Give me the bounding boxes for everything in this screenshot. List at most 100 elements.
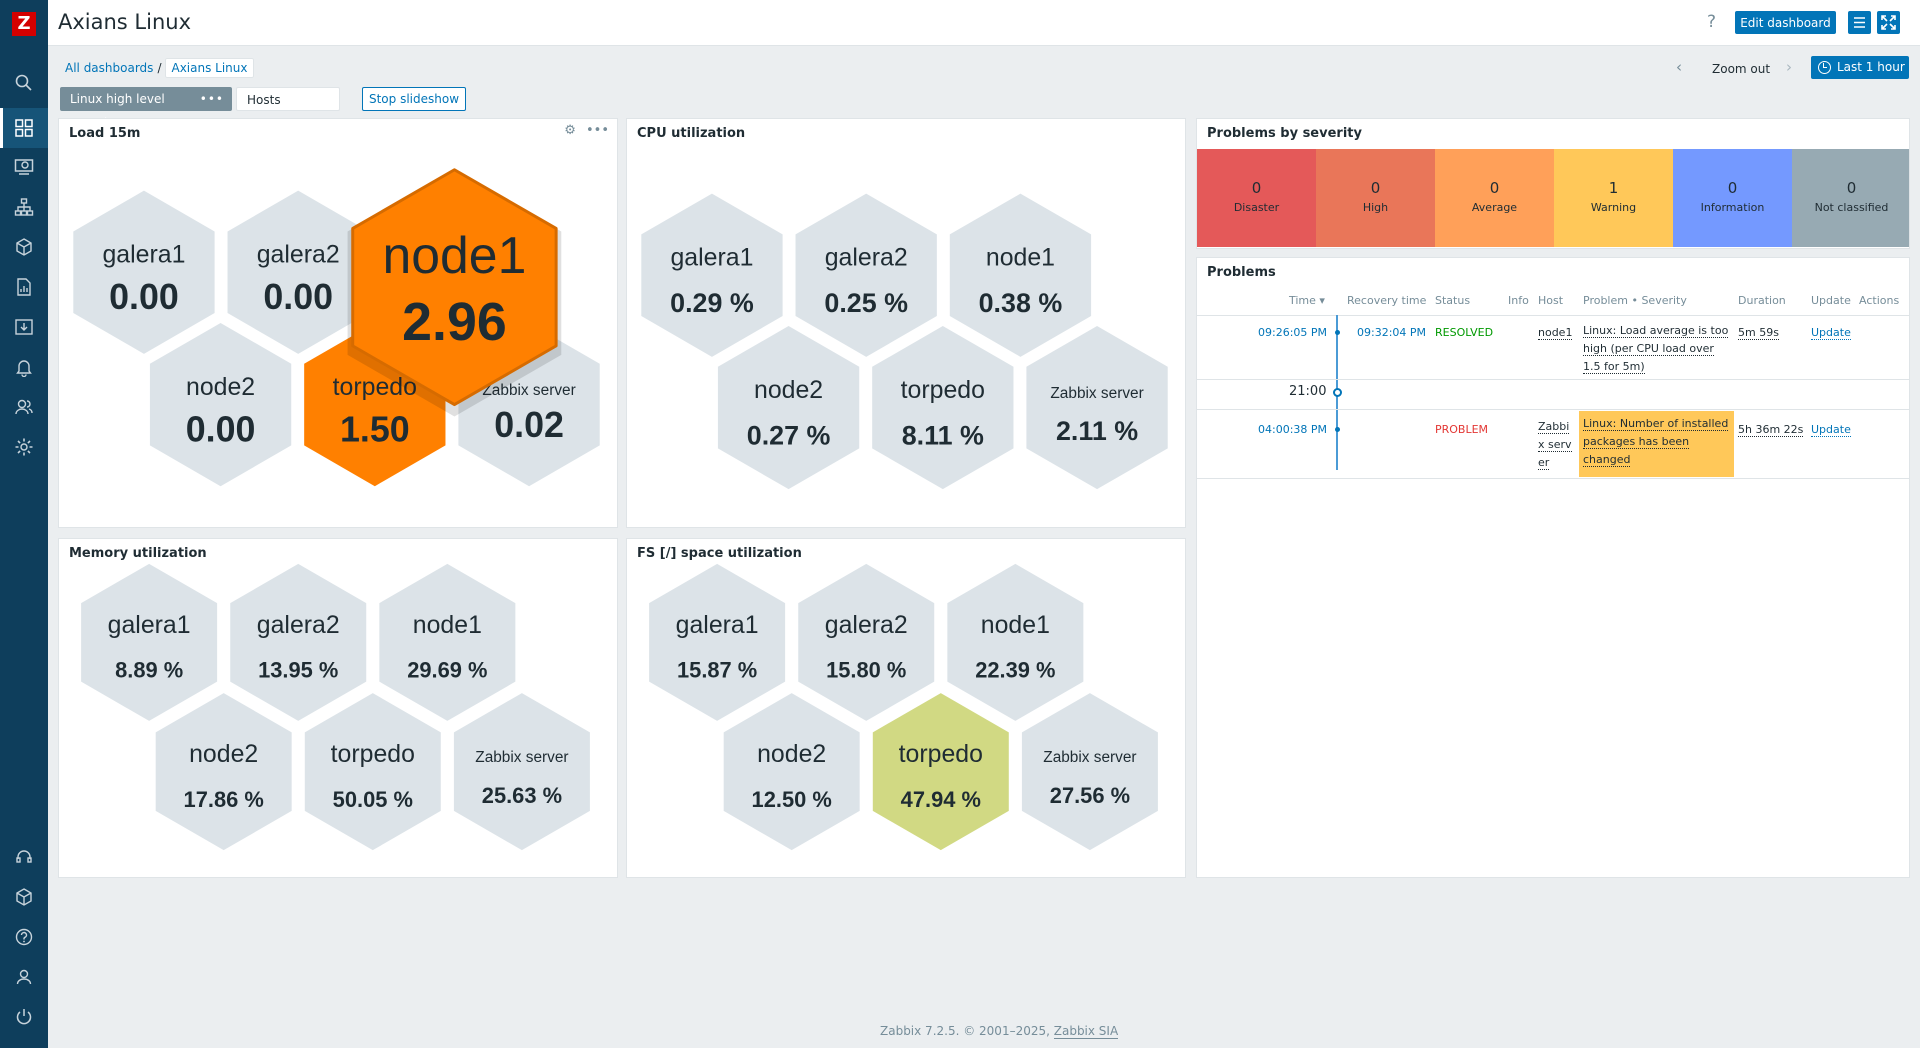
sidebar: Z: [0, 0, 48, 1048]
hex-cell-node2[interactable]: node2 12.50 %: [723, 693, 860, 851]
time-next-icon[interactable]: ›: [1786, 58, 1792, 76]
hex-cell-torpedo[interactable]: torpedo 50.05 %: [304, 693, 441, 851]
widget-fs: galera1 15.87 % galera2 15.80 % node1 22.39 %…: [626, 538, 1186, 878]
hex-shape: [947, 563, 1084, 721]
severity-label: Disaster: [1233, 201, 1280, 214]
dashboard-icon[interactable]: [14, 118, 34, 138]
footer-company-link[interactable]: Zabbix SIA: [1053, 1024, 1119, 1039]
hex-shape: [723, 693, 860, 851]
hex-cell-galera2[interactable]: galera2 0.25 %: [795, 193, 937, 357]
hex-cell-galera2[interactable]: galera2 15.80 %: [798, 563, 935, 721]
users-icon[interactable]: [14, 397, 34, 417]
hex-host-label: galera2: [825, 243, 908, 271]
hex-shape: [872, 325, 1014, 490]
problem-description-warning[interactable]: Linux: Number of installed packages has …: [1579, 411, 1734, 477]
hex-cell-node2[interactable]: node2 0.27 %: [717, 325, 860, 490]
data-collection-icon[interactable]: [14, 317, 34, 337]
search-icon[interactable]: [14, 73, 34, 93]
support-icon[interactable]: [14, 847, 34, 867]
hex-cell-zabbix-server[interactable]: Zabbix server 27.56 %: [1021, 693, 1158, 851]
problem-text: Linux: Number of installed packages has …: [1583, 417, 1729, 467]
help-icon[interactable]: [14, 927, 34, 947]
hex-host-label: node2: [186, 373, 255, 401]
breadcrumb-all-dashboards[interactable]: All dashboards: [65, 61, 154, 75]
fullscreen-button[interactable]: [1877, 11, 1900, 34]
tab-linux-high-level[interactable]: Linux high level overview •••: [60, 87, 232, 130]
problem-host[interactable]: Zabbix server: [1538, 418, 1572, 472]
col-time[interactable]: Time ▾: [1289, 294, 1325, 307]
severity-count: 0: [1370, 179, 1381, 197]
tab-menu-icon[interactable]: •••: [199, 92, 224, 106]
footer-text: Zabbix 7.2.5. © 2001–2025,: [880, 1024, 1054, 1038]
zabbix-logo[interactable]: Z: [12, 12, 36, 36]
hex-cell-galera1[interactable]: galera1 8.89 %: [81, 563, 218, 721]
kiosk-menu-button[interactable]: [1848, 11, 1871, 34]
hex-cell-node1[interactable]: node1 2.96: [347, 168, 562, 417]
tab-hosts-overview[interactable]: Hosts overview: [236, 87, 340, 131]
hex-shape: [155, 693, 292, 851]
hex-cell-galera1[interactable]: galera1 0.29 %: [641, 193, 783, 357]
user-settings-icon[interactable]: [14, 967, 34, 987]
breadcrumb-current[interactable]: Axians Linux: [165, 58, 254, 78]
page-title: Axians Linux: [58, 10, 192, 34]
time-prev-icon[interactable]: ‹: [1676, 58, 1682, 76]
stop-slideshow-button[interactable]: Stop slideshow: [362, 87, 466, 111]
widget-title: Problems: [1207, 265, 1276, 280]
hex-cell-node1[interactable]: node1 29.69 %: [379, 563, 516, 721]
edit-dashboard-button[interactable]: Edit dashboard: [1735, 11, 1836, 34]
hex-value: 8.11 %: [902, 420, 984, 450]
hex-value: 0.25 %: [824, 288, 908, 318]
hex-cell-node2[interactable]: node2 0.00: [149, 323, 292, 487]
problem-time[interactable]: 09:26:05 PM: [1258, 326, 1328, 339]
hex-cell-torpedo[interactable]: torpedo 8.11 %: [872, 325, 1014, 490]
severity-cell-not-classified[interactable]: 0 Not classified: [1792, 149, 1909, 247]
severity-cell-high[interactable]: 0 High: [1316, 149, 1435, 247]
problem-description[interactable]: Linux: Load average is too high (per CPU…: [1583, 322, 1731, 376]
problem-time[interactable]: 04:00:38 PM: [1258, 423, 1328, 436]
inventory-icon[interactable]: [14, 237, 34, 257]
hex-value: 0.00: [263, 277, 333, 317]
timeline-dot: [1335, 330, 1340, 335]
widget-cpu: galera1 0.29 % galera2 0.25 % node1 0.38 % nod…: [626, 118, 1186, 528]
hex-host-label: galera1: [670, 243, 753, 271]
severity-cell-information[interactable]: 0 Information: [1673, 149, 1792, 247]
zoom-out-button[interactable]: Zoom out: [1712, 62, 1771, 76]
problem-host[interactable]: node1: [1538, 326, 1573, 340]
time-period-button[interactable]: Last 1 hour: [1811, 56, 1909, 79]
severity-row: 0 Disaster 0 High 0 Average 1 Warning 0 Informati…: [1197, 149, 1909, 247]
network-icon[interactable]: [14, 197, 34, 217]
hex-cell-galera1[interactable]: galera1 15.87 %: [649, 563, 786, 721]
hex-cell-zabbix-server[interactable]: Zabbix server 2.11 %: [1026, 325, 1168, 490]
hex-value: 27.56 %: [1050, 783, 1130, 808]
settings-icon[interactable]: [14, 437, 34, 457]
widget-menu-icon[interactable]: •••: [585, 123, 609, 138]
hex-cell-node1[interactable]: node1 22.39 %: [947, 563, 1084, 721]
row-separator: [1197, 478, 1909, 479]
hex-shape: [798, 563, 935, 721]
signout-icon[interactable]: [14, 1007, 34, 1027]
alerts-icon[interactable]: [14, 357, 34, 377]
widget-memory: galera1 8.89 % galera2 13.95 % node1 29.69 % n…: [58, 538, 618, 878]
severity-cell-warning[interactable]: 1 Warning: [1554, 149, 1673, 247]
hex-cell-galera1[interactable]: galera1 0.00: [73, 190, 215, 354]
hex-cell-node2[interactable]: node2 17.86 %: [155, 693, 292, 851]
integrations-icon[interactable]: [14, 887, 34, 907]
hex-cell-galera2[interactable]: galera2 0.00: [227, 190, 369, 354]
monitoring-icon[interactable]: [14, 157, 34, 177]
reports-icon[interactable]: [14, 277, 34, 297]
hex-cell-node1[interactable]: node1 0.38 %: [949, 193, 1092, 357]
hex-cell-torpedo[interactable]: torpedo 47.94 %: [872, 693, 1009, 851]
problem-duration: 5m 59s: [1738, 326, 1779, 340]
severity-label: High: [1362, 201, 1389, 214]
hex-cell-galera2[interactable]: galera2 13.95 %: [230, 563, 367, 721]
hex-host-label: torpedo: [901, 376, 985, 404]
gear-icon[interactable]: ⚙: [564, 123, 576, 138]
hex-cell-zabbix-server[interactable]: Zabbix server 25.63 %: [453, 693, 590, 851]
hex-host-label: Zabbix server: [1050, 385, 1143, 402]
hex-value: 2.11 %: [1056, 416, 1138, 446]
severity-cell-disaster[interactable]: 0 Disaster: [1197, 149, 1316, 247]
severity-cell-average[interactable]: 0 Average: [1435, 149, 1554, 247]
problem-update-link[interactable]: Update: [1811, 326, 1851, 340]
problem-update-link[interactable]: Update: [1811, 423, 1851, 437]
help-question-icon[interactable]: ?: [1707, 12, 1717, 32]
